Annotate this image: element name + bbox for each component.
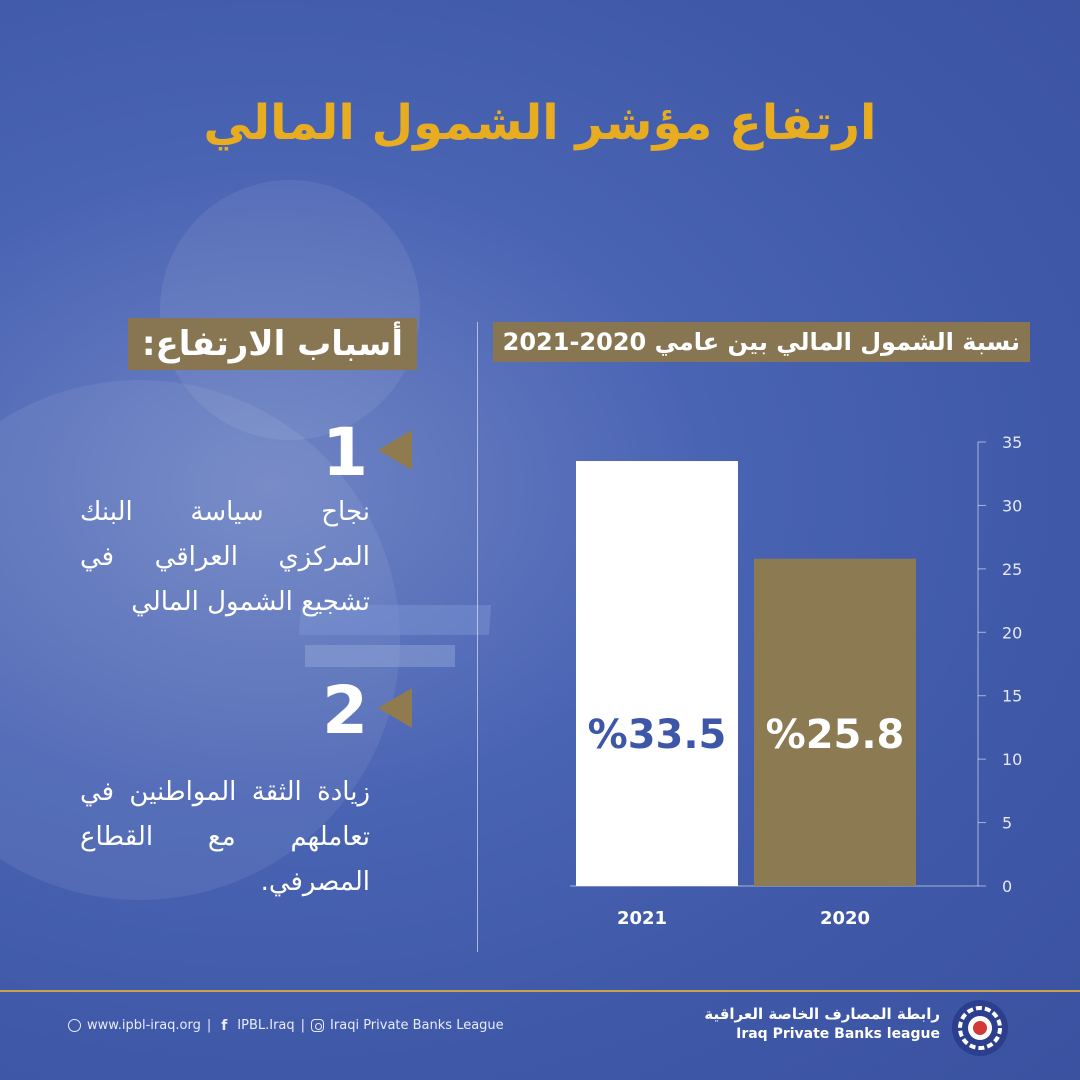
bar xyxy=(754,558,916,886)
footer-contacts: www.ipbl-iraq.org | f IPBL.Iraq | Iraqi … xyxy=(68,1018,504,1033)
y-tick-label: 0 xyxy=(1002,877,1012,896)
org-name-english: Iraq Private Banks league xyxy=(736,1026,940,1042)
background-shape xyxy=(160,180,420,440)
bar xyxy=(576,461,738,886)
x-category-label: 2020 xyxy=(820,908,870,929)
reason-number: 2 xyxy=(322,672,368,749)
x-category-label: 2021 xyxy=(617,908,667,929)
chart-title: نسبة الشمول المالي بين عامي 2020-2021 xyxy=(492,322,1030,362)
globe-icon xyxy=(68,1019,81,1032)
separator: | xyxy=(206,1018,212,1033)
reason-number: 1 xyxy=(322,414,368,491)
org-name-arabic: رابطة المصارف الخاصة العراقية xyxy=(704,1005,940,1023)
y-tick-label: 15 xyxy=(1002,687,1022,706)
website-link[interactable]: www.ipbl-iraq.org xyxy=(87,1018,201,1033)
reason-text: نجاح سياسة البنك المركزي العراقي في تشجي… xyxy=(80,497,370,617)
y-tick-label: 20 xyxy=(1002,623,1022,642)
instagram-icon xyxy=(311,1019,325,1032)
footer-divider xyxy=(0,990,1080,992)
page-title: ارتفاع مؤشر الشمول المالي xyxy=(203,95,877,151)
league-logo-icon xyxy=(952,1000,1008,1056)
y-tick-label: 5 xyxy=(1002,814,1012,833)
y-tick-label: 35 xyxy=(1002,433,1022,452)
background-card-shape xyxy=(305,645,455,667)
reasons-heading: أسباب الارتفاع: xyxy=(127,318,417,370)
pointer-triangle-icon xyxy=(378,688,412,728)
y-tick-label: 25 xyxy=(1002,560,1022,579)
instagram-link[interactable]: Iraqi Private Banks League xyxy=(330,1018,504,1033)
separator: | xyxy=(300,1018,306,1033)
y-tick-label: 30 xyxy=(1002,496,1022,515)
bar-value-label: %25.8 xyxy=(766,712,905,758)
vertical-divider xyxy=(477,322,478,952)
reason-text: زيادة الثقة المواطنين في تعاملهم مع القط… xyxy=(80,777,370,897)
facebook-icon: f xyxy=(221,1017,228,1034)
bar-value-label: %33.5 xyxy=(588,712,727,758)
background-shape xyxy=(0,380,400,900)
y-tick-label: 10 xyxy=(1002,750,1022,769)
pointer-triangle-icon xyxy=(378,430,412,470)
facebook-link[interactable]: IPBL.Iraq xyxy=(237,1018,295,1033)
